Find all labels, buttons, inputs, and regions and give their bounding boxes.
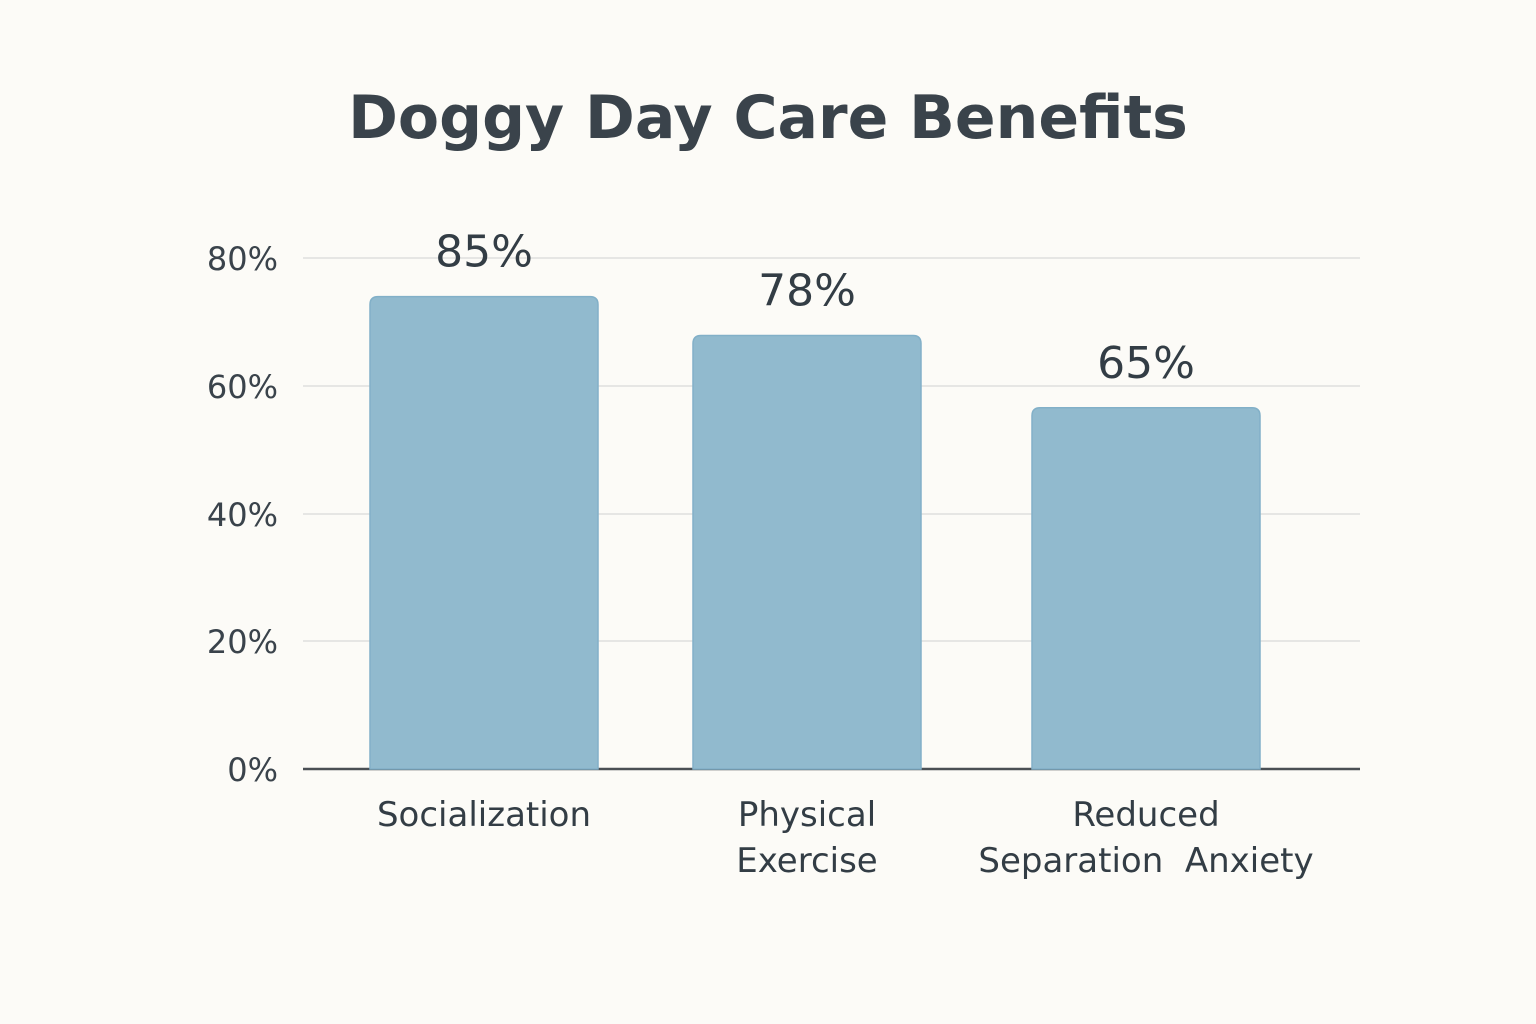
bar	[1031, 407, 1261, 770]
data-label: 85%	[435, 227, 533, 278]
x-tick-label: Separation Anxiety	[978, 841, 1313, 881]
x-tick-label: Reduced	[1072, 795, 1219, 835]
bars-layer	[369, 295, 1261, 770]
x-tick-label: Physical	[738, 795, 876, 835]
bar	[369, 295, 599, 770]
y-tick-label: 80%	[207, 240, 278, 278]
y-tick-label: 40%	[207, 496, 278, 534]
labels-layer: 0% 20% 40% 60% 80% 85% Socialization 78% Physica…	[207, 227, 1314, 881]
bar	[692, 334, 922, 770]
y-tick-label: 0%	[227, 751, 278, 789]
chart-title: Doggy Day Care Benefits	[348, 83, 1188, 153]
data-label: 78%	[758, 266, 856, 317]
data-label: 65%	[1097, 338, 1195, 389]
x-tick-label: Socialization	[377, 795, 591, 835]
x-tick-label: Exercise	[736, 841, 877, 881]
y-tick-label: 60%	[207, 368, 278, 406]
y-tick-label: 20%	[207, 623, 278, 661]
